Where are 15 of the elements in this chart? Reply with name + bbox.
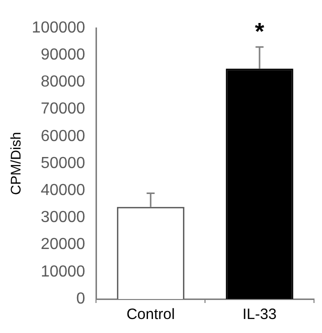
y-tick-label: 80000	[40, 74, 86, 91]
y-axis-title: CPM/Dish	[7, 132, 24, 196]
y-tick-label: 10000	[40, 263, 86, 280]
x-tick-label: IL-33	[242, 306, 277, 324]
y-tick-label: 60000	[40, 128, 86, 145]
y-tick-label: 30000	[40, 209, 86, 226]
y-tick-label: 70000	[40, 100, 86, 118]
annotation: *	[254, 18, 265, 46]
y-tick-label: 50000	[40, 154, 86, 172]
y-tick-label: 0	[76, 290, 86, 308]
y-tick-label: 40000	[40, 182, 86, 200]
y-tick-label: 90000	[40, 46, 86, 64]
y-tick-label: 100000	[32, 19, 86, 36]
x-tick-label: Control	[126, 306, 175, 324]
y-tick-label: 20000	[40, 236, 86, 254]
